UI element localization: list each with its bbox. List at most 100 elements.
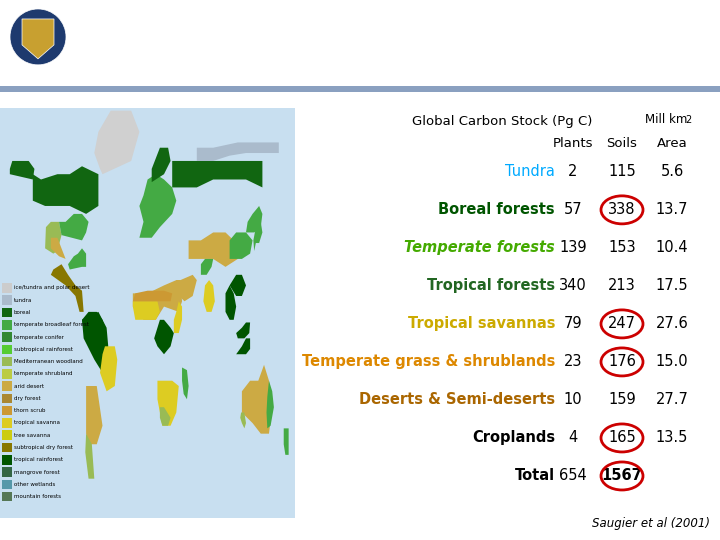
Text: temperate broadleaf forest: temperate broadleaf forest	[14, 322, 89, 327]
Polygon shape	[266, 381, 274, 428]
Bar	[2, 283, 12, 293]
Text: subtropical rainforest: subtropical rainforest	[14, 347, 73, 352]
Polygon shape	[152, 148, 171, 182]
Text: 2: 2	[685, 115, 691, 125]
Text: dry forest: dry forest	[14, 396, 40, 401]
Polygon shape	[133, 291, 172, 301]
Text: 165: 165	[608, 430, 636, 445]
Text: Mill km: Mill km	[645, 113, 688, 126]
Bar	[2, 467, 12, 477]
Text: Croplands: Croplands	[472, 430, 555, 445]
Polygon shape	[236, 339, 250, 354]
Text: 27.7: 27.7	[656, 393, 688, 408]
Bar	[2, 480, 12, 489]
Text: Soils: Soils	[606, 137, 637, 150]
Bar	[2, 430, 12, 440]
Text: 5.6: 5.6	[660, 164, 683, 179]
Text: 153: 153	[608, 240, 636, 255]
Text: Deserts & Semi-deserts: Deserts & Semi-deserts	[359, 393, 555, 408]
Polygon shape	[140, 174, 176, 238]
Text: 139: 139	[559, 240, 587, 255]
Bar	[0, 86, 720, 92]
Text: 23: 23	[564, 354, 582, 369]
Polygon shape	[172, 161, 262, 187]
Polygon shape	[158, 381, 179, 426]
Text: thorn scrub: thorn scrub	[14, 408, 45, 413]
Text: 4: 4	[568, 430, 577, 445]
Text: tundra: tundra	[14, 298, 32, 303]
Text: tropical savanna: tropical savanna	[14, 421, 60, 426]
Polygon shape	[100, 346, 117, 391]
Text: mountain forests: mountain forests	[14, 494, 60, 499]
Bar	[2, 443, 12, 453]
Text: 213: 213	[608, 279, 636, 293]
Polygon shape	[236, 322, 250, 339]
Text: 27.6: 27.6	[656, 316, 688, 332]
Polygon shape	[154, 320, 174, 354]
Bar	[2, 357, 12, 366]
Bar	[2, 394, 12, 403]
Text: to other sinks globally?: to other sinks globally?	[178, 46, 490, 70]
Polygon shape	[225, 286, 236, 320]
Polygon shape	[45, 222, 61, 254]
Text: 57: 57	[564, 202, 582, 218]
Bar	[2, 455, 12, 464]
Text: 1567: 1567	[602, 469, 642, 483]
Polygon shape	[284, 428, 289, 455]
Polygon shape	[160, 407, 171, 426]
Polygon shape	[182, 368, 189, 399]
Polygon shape	[246, 206, 262, 232]
Text: Total: Total	[515, 469, 555, 483]
Bar	[2, 295, 12, 305]
Text: 176: 176	[608, 354, 636, 369]
Bar	[2, 381, 12, 391]
Polygon shape	[22, 19, 54, 59]
Text: 10: 10	[564, 393, 582, 408]
Polygon shape	[82, 312, 108, 373]
Bar	[2, 320, 12, 329]
Text: Temperate forests: Temperate forests	[404, 240, 555, 255]
Text: 115: 115	[608, 164, 636, 179]
Text: Global Carbon Stock (Pg C): Global Carbon Stock (Pg C)	[412, 116, 593, 129]
Text: 338: 338	[608, 202, 636, 218]
Text: 17.5: 17.5	[656, 279, 688, 293]
Polygon shape	[240, 413, 246, 428]
Text: 2: 2	[568, 164, 577, 179]
Bar	[2, 369, 12, 379]
Text: THE UNIVERSITY OF: THE UNIVERSITY OF	[72, 23, 155, 31]
Text: subtropical dry forest: subtropical dry forest	[14, 445, 73, 450]
Polygon shape	[230, 275, 246, 296]
Polygon shape	[33, 166, 99, 214]
Text: mangrove forest: mangrove forest	[14, 470, 60, 475]
Text: ice/tundra and polar desert: ice/tundra and polar desert	[14, 286, 89, 291]
Bar	[2, 332, 12, 342]
Text: How does soil carbon compare: How does soil carbon compare	[178, 12, 586, 36]
Text: Boreal forests: Boreal forests	[438, 202, 555, 218]
Text: 79: 79	[564, 316, 582, 332]
Text: boreal: boreal	[14, 310, 31, 315]
Polygon shape	[174, 301, 182, 333]
Polygon shape	[85, 434, 94, 478]
Text: Area: Area	[657, 137, 688, 150]
Bar	[2, 345, 12, 354]
Polygon shape	[242, 365, 272, 434]
Text: Tropical savannas: Tropical savannas	[408, 316, 555, 332]
Circle shape	[10, 9, 66, 65]
Text: 10.4: 10.4	[656, 240, 688, 255]
Text: tree savanna: tree savanna	[14, 433, 50, 438]
Text: Saugier et al (2001): Saugier et al (2001)	[592, 517, 710, 530]
Text: arid desert: arid desert	[14, 383, 44, 389]
Text: other wetlands: other wetlands	[14, 482, 55, 487]
Polygon shape	[203, 280, 215, 312]
Text: temperate conifer: temperate conifer	[14, 335, 63, 340]
Polygon shape	[94, 111, 140, 174]
Text: 340: 340	[559, 279, 587, 293]
Text: Tundra: Tundra	[505, 164, 555, 179]
Polygon shape	[68, 248, 86, 269]
Text: Tropical forests: Tropical forests	[427, 279, 555, 293]
Text: Temperate grass & shrublands: Temperate grass & shrublands	[302, 354, 555, 369]
Polygon shape	[176, 275, 197, 301]
Polygon shape	[133, 301, 160, 320]
Polygon shape	[201, 259, 213, 275]
Polygon shape	[189, 232, 238, 267]
